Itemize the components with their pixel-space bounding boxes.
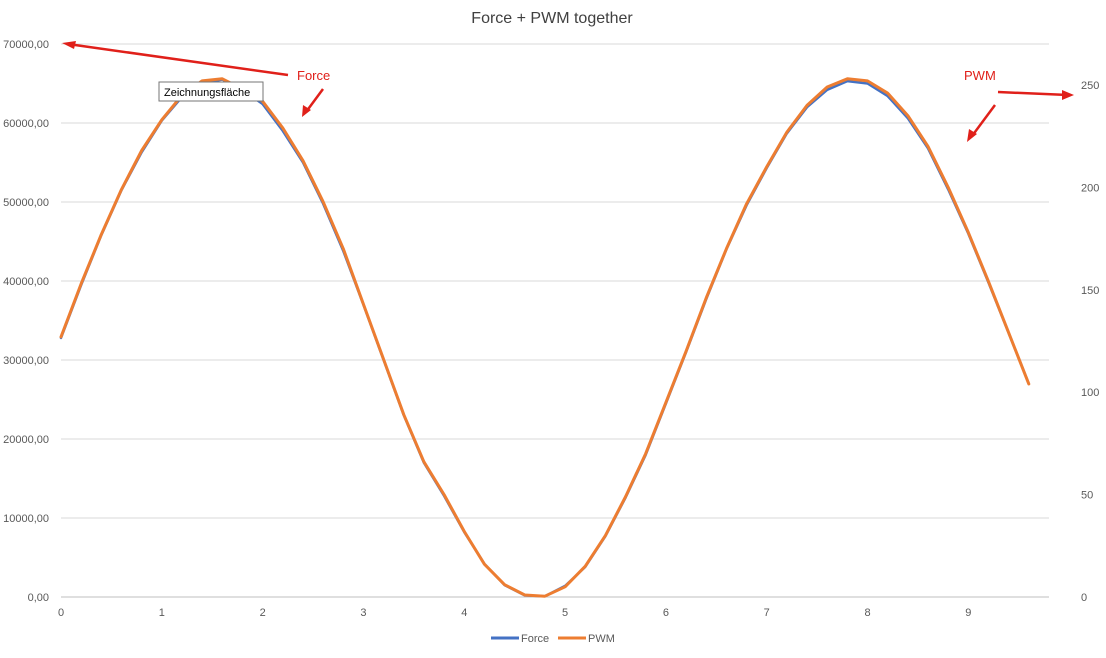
x-tick-label: 8: [864, 607, 870, 619]
force-arrow-head-axis: [62, 41, 76, 49]
y2-tick-label: 200: [1081, 182, 1099, 194]
plot-area[interactable]: [59, 77, 1031, 598]
y2-tick-label: 50: [1081, 490, 1093, 502]
annotations: Force PWM: [62, 41, 1074, 142]
series-line-force[interactable]: [59, 78, 1031, 598]
force-arrow-head-line: [302, 105, 311, 117]
pwm-arrow-head-line: [967, 129, 977, 142]
y2-tick-label: 0: [1081, 592, 1087, 604]
x-tick-label: 4: [461, 607, 467, 619]
force-annotation-label: Force: [297, 68, 330, 83]
x-tick-label: 1: [159, 607, 165, 619]
legend[interactable]: Force PWM: [491, 633, 615, 645]
legend-pwm-label: PWM: [588, 633, 615, 645]
pwm-arrow-to-axis: [997, 90, 1069, 97]
y-tick-label: 10000,00: [3, 513, 49, 525]
x-tick-label: 7: [764, 607, 770, 619]
x-tick-label: 6: [663, 607, 669, 619]
y2-tick-label: 250: [1081, 80, 1099, 92]
legend-force-label: Force: [521, 633, 549, 645]
series-line-pwm[interactable]: [59, 77, 1031, 598]
x-tick-label: 3: [360, 607, 366, 619]
y-tick-label: 50000,00: [3, 197, 49, 209]
y2-tick-label: 100: [1081, 387, 1099, 399]
pwm-arrow-to-line: [970, 104, 997, 137]
force-arrow-to-line: [304, 88, 325, 113]
plot-area-tooltip: Zeichnungsfläche: [158, 81, 264, 102]
y-tick-label: 0,00: [28, 592, 49, 604]
force-arrow-to-axis: [67, 42, 289, 77]
y-tick-label: 30000,00: [3, 355, 49, 367]
y2-tick-label: 150: [1081, 285, 1099, 297]
x-tick-label: 0: [58, 607, 64, 619]
tooltip-label: Zeichnungsfläche: [164, 87, 250, 99]
y-tick-label: 20000,00: [3, 434, 49, 446]
pwm-annotation-label: PWM: [964, 68, 996, 83]
x-tick-label: 5: [562, 607, 568, 619]
x-tick-label: 2: [260, 607, 266, 619]
chart-title: Force + PWM together: [471, 10, 633, 27]
y-tick-label: 70000,00: [3, 39, 49, 51]
x-tick-label: 9: [965, 607, 971, 619]
gridlines: [61, 43, 1049, 598]
axes: 0,0010000,0020000,0030000,0040000,005000…: [3, 39, 1099, 619]
pwm-arrow-head-axis: [1062, 90, 1074, 100]
y-tick-label: 40000,00: [3, 276, 49, 288]
y-tick-label: 60000,00: [3, 118, 49, 130]
